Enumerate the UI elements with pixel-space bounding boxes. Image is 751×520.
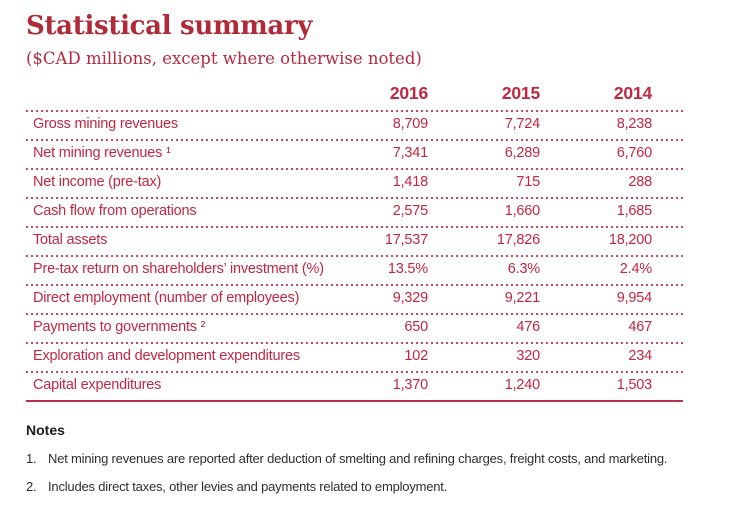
row-value-2014: 467 <box>628 319 652 336</box>
row-value-2015: 17,826 <box>496 232 540 249</box>
table-row: Capital expenditures 1,370 1,240 1,503 <box>26 370 683 400</box>
row-value-2015: 1,240 <box>504 377 540 394</box>
row-value-2014: 2.4% <box>619 261 652 278</box>
row-value-2014: 9,954 <box>616 290 652 307</box>
table-row: Total assets 17,537 17,826 18,200 <box>26 225 683 255</box>
row-value-2016: 650 <box>404 319 428 336</box>
row-label: Gross mining revenues <box>33 116 178 133</box>
row-label: Capital expenditures <box>33 377 162 394</box>
notes-section: Notes 1. Net mining revenues are reporte… <box>26 422 726 494</box>
row-value-2016: 8,709 <box>392 116 428 133</box>
note-number: 2. <box>26 478 37 494</box>
row-label: Net income (pre-tax) <box>33 174 162 191</box>
row-label: Payments to governments ² <box>33 319 206 336</box>
column-header-2015: 2015 <box>501 83 540 104</box>
table-row: Payments to governments ² 650 476 467 <box>26 312 683 342</box>
table-row: Pre-tax return on shareholders’ investme… <box>26 254 683 284</box>
row-value-2014: 8,238 <box>616 116 652 133</box>
statistical-summary-table: 2016 2015 2014 Gross mining revenues 8,7… <box>26 81 683 402</box>
table-row: Gross mining revenues 8,709 7,724 8,238 <box>26 109 683 139</box>
page-title: Statistical summary <box>26 11 313 41</box>
row-value-2016: 2,575 <box>392 203 428 220</box>
note-number: 1. <box>26 450 37 466</box>
page-subtitle: ($CAD millions, except where otherwise n… <box>26 48 422 68</box>
table-header-row: 2016 2015 2014 <box>26 81 683 107</box>
table-row: Net mining revenues ¹ 7,341 6,289 6,760 <box>26 138 683 168</box>
table-row: Exploration and development expenditures… <box>26 341 683 371</box>
row-label: Pre-tax return on shareholders’ investme… <box>33 261 324 278</box>
note-item: 1. Net mining revenues are reported afte… <box>26 451 726 466</box>
row-value-2016: 102 <box>404 348 428 365</box>
row-value-2014: 6,760 <box>616 145 652 162</box>
row-label: Net mining revenues ¹ <box>33 145 171 162</box>
row-value-2014: 234 <box>628 348 652 365</box>
row-label: Direct employment (number of employees) <box>33 290 300 307</box>
note-text: Includes direct taxes, other levies and … <box>48 478 448 494</box>
row-value-2015: 9,221 <box>504 290 540 307</box>
row-value-2014: 288 <box>628 174 652 191</box>
column-header-2014: 2014 <box>613 83 652 104</box>
row-value-2016: 1,370 <box>392 377 428 394</box>
row-value-2015: 320 <box>516 348 540 365</box>
table-row: Net income (pre-tax) 1,418 715 288 <box>26 167 683 197</box>
row-label: Total assets <box>33 232 108 249</box>
row-value-2016: 17,537 <box>384 232 428 249</box>
row-value-2015: 715 <box>516 174 540 191</box>
row-value-2015: 1,660 <box>504 203 540 220</box>
table-row: Cash flow from operations 2,575 1,660 1,… <box>26 196 683 226</box>
column-header-2016: 2016 <box>389 83 428 104</box>
row-value-2016: 7,341 <box>392 145 428 162</box>
table-body: Gross mining revenues 8,709 7,724 8,238 … <box>26 109 683 402</box>
row-value-2014: 18,200 <box>608 232 652 249</box>
note-text: Net mining revenues are reported after d… <box>48 450 668 466</box>
row-value-2015: 476 <box>516 319 540 336</box>
row-value-2016: 1,418 <box>392 174 428 191</box>
row-value-2014: 1,503 <box>616 377 652 394</box>
row-label: Exploration and development expenditures <box>33 348 300 365</box>
notes-heading: Notes <box>26 421 65 438</box>
row-value-2016: 9,329 <box>392 290 428 307</box>
table-row: Direct employment (number of employees) … <box>26 283 683 313</box>
row-value-2015: 6,289 <box>504 145 540 162</box>
note-item: 2. Includes direct taxes, other levies a… <box>26 479 726 494</box>
row-value-2016: 13.5% <box>387 261 428 278</box>
row-value-2015: 6.3% <box>507 261 540 278</box>
row-value-2014: 1,685 <box>616 203 652 220</box>
row-value-2015: 7,724 <box>504 116 540 133</box>
row-label: Cash flow from operations <box>33 203 197 220</box>
